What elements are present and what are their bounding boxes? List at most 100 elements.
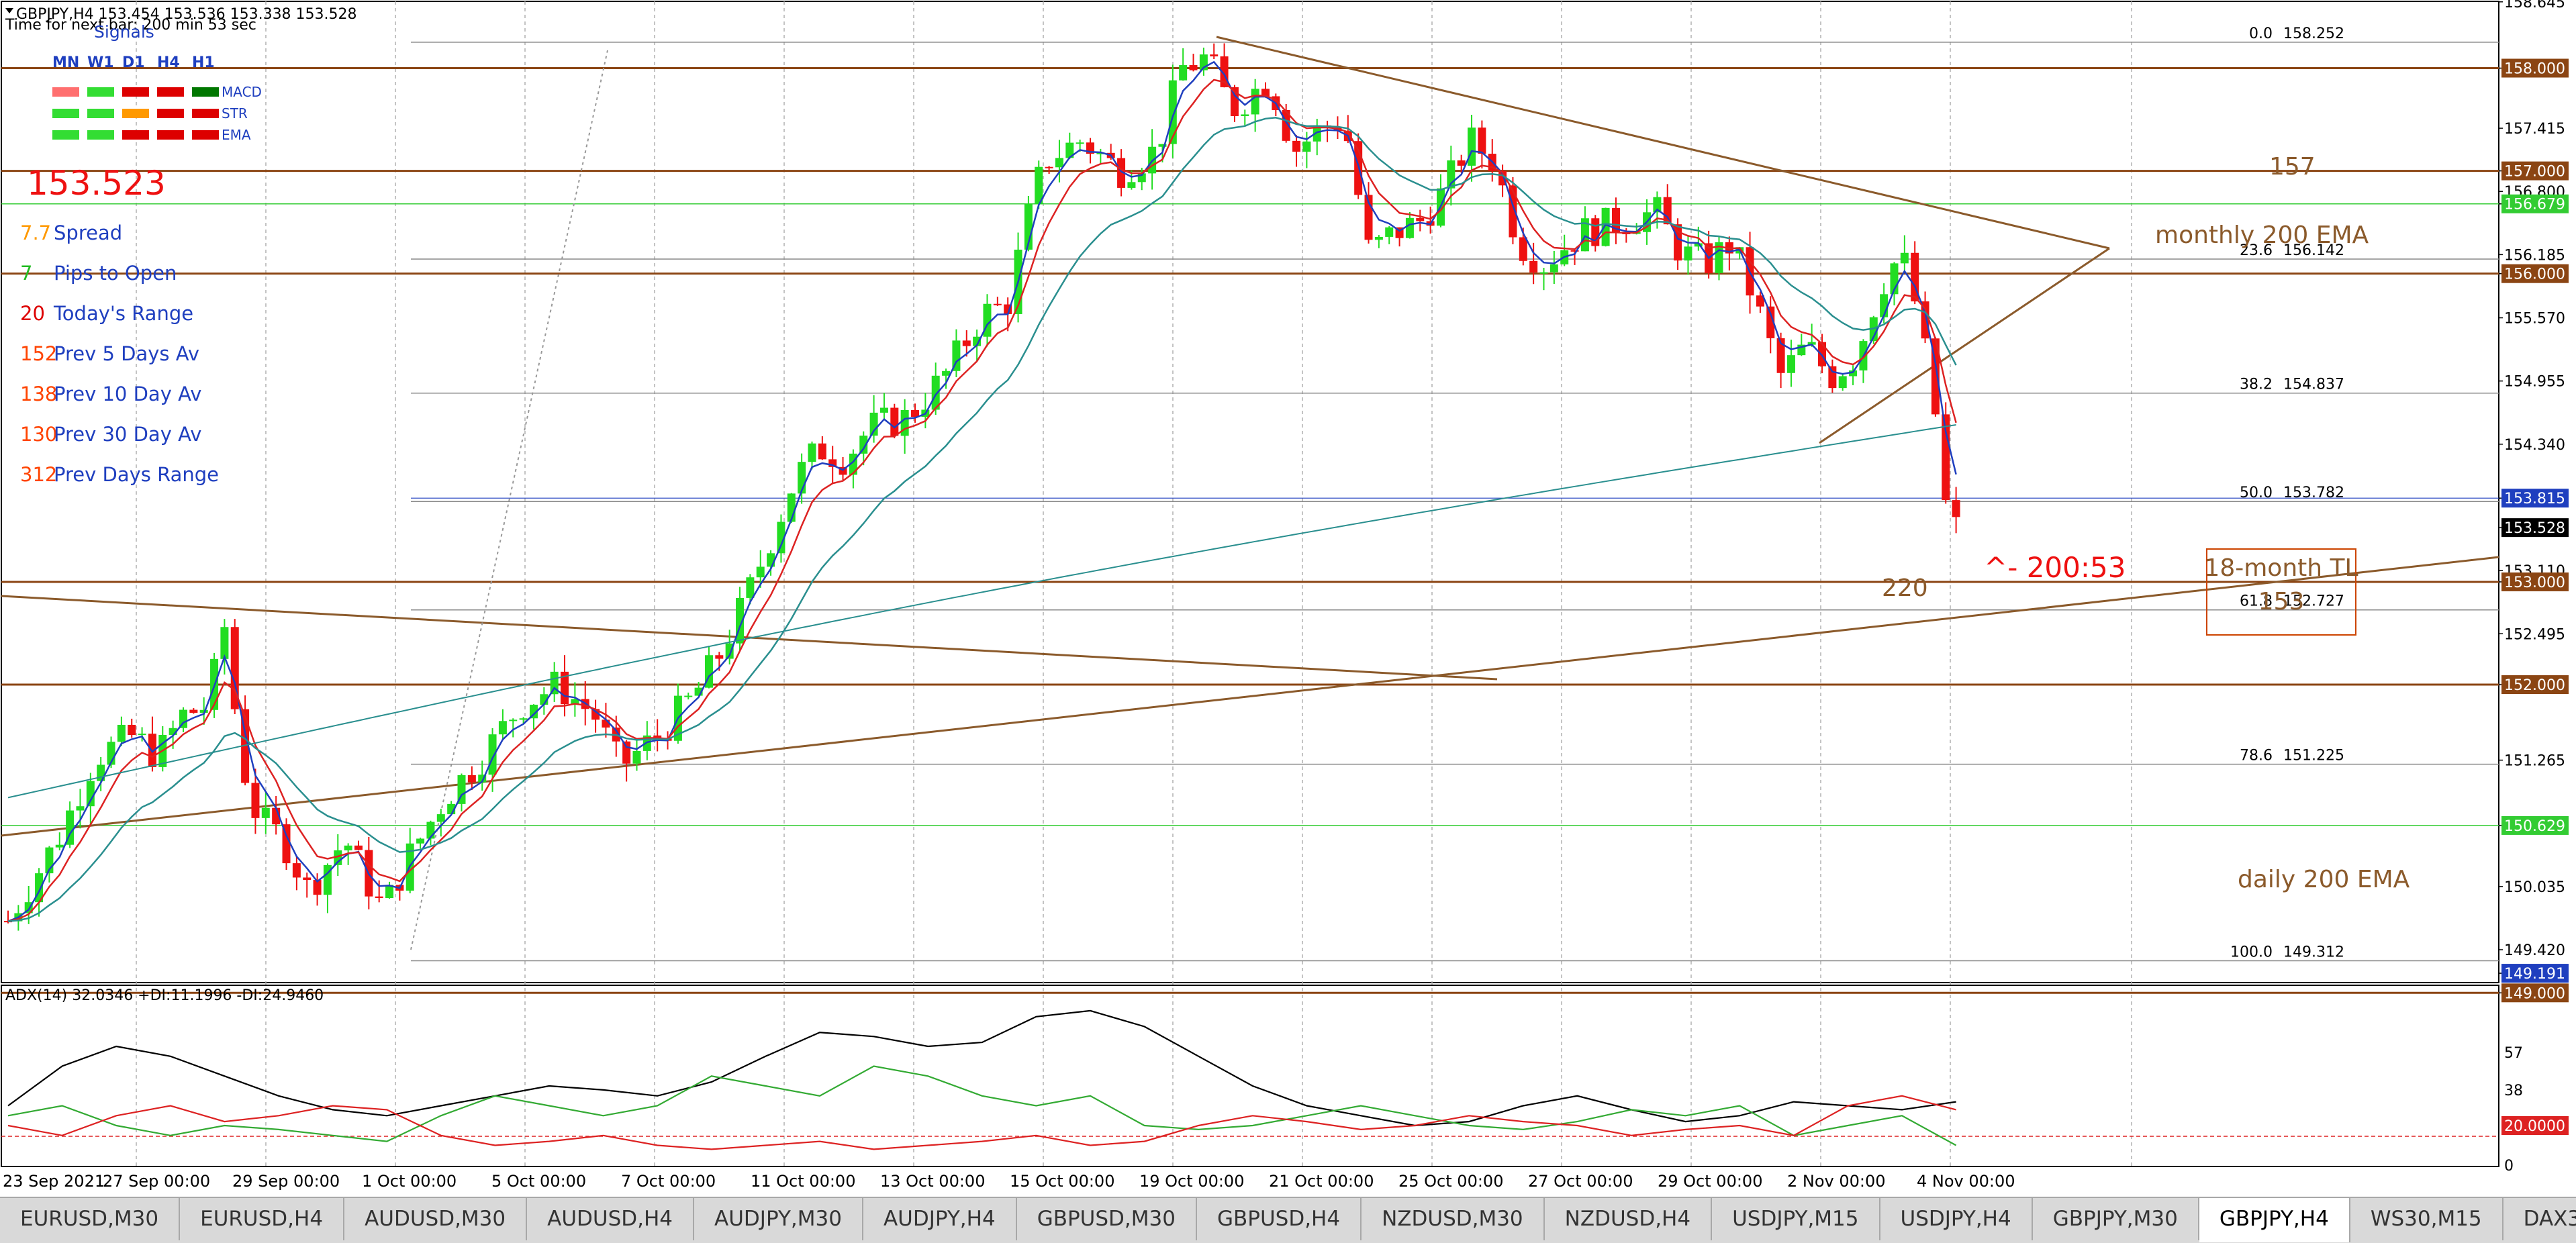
candle-body <box>777 521 785 554</box>
candle-body <box>344 845 352 851</box>
horizontal-levels <box>1 67 2499 994</box>
price-tag-label: 149.191 <box>2504 966 2565 983</box>
chart-tab[interactable]: GBPUSD,H4 <box>1197 1198 1362 1240</box>
price-tag-box <box>2501 518 2569 538</box>
candle-body <box>1786 355 1795 373</box>
candle-body <box>66 810 75 845</box>
candle-body <box>571 699 579 705</box>
chart-tab[interactable]: WS30,M15 <box>2350 1198 2503 1240</box>
candle-body <box>1601 207 1610 246</box>
chart-header: GBPJPY,H4 153.454 153.536 153.338 153.52… <box>5 6 357 34</box>
candle-body <box>1261 89 1270 97</box>
candle-body <box>1035 166 1043 205</box>
candle-body <box>128 724 136 736</box>
candle-body <box>1818 342 1827 366</box>
fib-ratio-label: 0.0 <box>2249 26 2273 42</box>
adx-series-di <box>7 1095 1956 1150</box>
candle-body <box>1674 224 1682 261</box>
price-tag-box <box>2501 964 2569 983</box>
stat-value: 138 <box>20 383 57 405</box>
tl-label: 18-month TL <box>2204 554 2358 582</box>
chart-tab[interactable]: AUDUSD,H4 <box>527 1198 695 1240</box>
fib-price-label: 152.727 <box>2283 593 2344 610</box>
candle-body <box>1519 237 1527 261</box>
price-tag-label: 156.000 <box>2504 266 2565 283</box>
candle-body <box>261 807 270 818</box>
candle-body <box>1838 376 1847 389</box>
candle-body <box>1385 227 1394 237</box>
x-tick-label: 29 Sep 00:00 <box>232 1172 340 1191</box>
price-tag-box <box>2501 983 2569 1003</box>
candle-body <box>1756 295 1764 307</box>
chart-annotations: 157 monthly 200 EMA daily 200 EMA 220 ^-… <box>1882 153 2410 893</box>
stat-label: Prev Days Range <box>54 463 219 486</box>
fib-anchor-line <box>410 50 608 950</box>
stat-value: 7.7 <box>20 221 51 244</box>
candle-body <box>1179 65 1188 81</box>
price-tag-box <box>2501 161 2569 181</box>
candle-body <box>1684 246 1692 261</box>
candle-body <box>1828 366 1837 389</box>
candle-body <box>694 687 703 696</box>
chart-tab[interactable]: AUDJPY,M30 <box>694 1198 863 1240</box>
adx-series-di <box>7 1065 1957 1146</box>
price-tag-label: 158.000 <box>2504 61 2565 78</box>
x-tick-label: 19 Oct 00:00 <box>1139 1172 1244 1191</box>
label-157: 157 <box>2269 153 2316 181</box>
chart-tab[interactable]: NZDUSD,H4 <box>1545 1198 1713 1240</box>
chart-tab[interactable]: GBPJPY,H4 <box>2199 1198 2350 1242</box>
price-chart[interactable]: 0.0 158.252 23.6 156.142 38.2 154.837 50.0 153.… <box>0 0 2576 1197</box>
candle-body <box>1849 370 1858 377</box>
candle-body <box>767 553 775 567</box>
candle-body <box>1539 272 1548 274</box>
price-tag-label: 150.629 <box>2504 818 2565 835</box>
signal-cell <box>52 130 79 140</box>
chart-tab[interactable]: AUDUSD,M30 <box>344 1198 528 1240</box>
candle-body <box>1529 260 1538 273</box>
candle-body <box>1611 207 1620 234</box>
price-tag-label: 153.815 <box>2504 491 2565 507</box>
candle-body <box>138 734 146 736</box>
eighteen-month-trendline <box>1 556 2499 837</box>
x-tick-label: 29 Oct 00:00 <box>1658 1172 1762 1191</box>
candle-body <box>808 443 816 462</box>
candle-body <box>1230 87 1239 116</box>
price-tag-box <box>2501 572 2569 591</box>
candle-body <box>1549 264 1558 272</box>
stat-label: Pips to Open <box>54 262 177 285</box>
candle-body <box>1168 80 1177 144</box>
label-monthly-ema: monthly 200 EMA <box>2155 221 2369 249</box>
candle-body <box>1096 152 1105 154</box>
chart-tab[interactable]: EURUSD,M30 <box>0 1198 181 1240</box>
candle-body <box>117 724 126 742</box>
chart-tab[interactable]: GBPUSD,M30 <box>1017 1198 1197 1240</box>
candle-body <box>519 718 528 720</box>
candle-body <box>973 336 982 346</box>
timer-arrow-label: ^- 200:53 <box>1984 551 2126 584</box>
y-tick-label: 150.035 <box>2504 879 2565 896</box>
fib-ratio-label: 78.6 <box>2240 748 2273 764</box>
stat-value: 20 <box>20 302 45 325</box>
candle-body <box>199 709 208 713</box>
candle-body <box>1076 142 1084 144</box>
candle-body <box>828 459 837 467</box>
ema-mid-line <box>7 117 1957 922</box>
chart-tab[interactable]: NZDUSD,M30 <box>1362 1198 1545 1240</box>
descending-trendline <box>1216 36 2110 250</box>
price-tag-box <box>2501 58 2569 78</box>
chart-tab[interactable]: USDJPY,M15 <box>1712 1198 1880 1240</box>
adx-lines <box>7 1009 1957 1150</box>
chart-tab[interactable]: GBPJPY,M30 <box>2033 1198 2199 1240</box>
chart-tab[interactable]: AUDJPY,H4 <box>863 1198 1017 1240</box>
tl-value: 153 <box>2258 588 2305 615</box>
chart-tab[interactable]: DAX30,M30 <box>2503 1198 2576 1240</box>
rising-wedge-line <box>1819 247 2110 444</box>
adx-y-tick-label: 0 <box>2504 1158 2514 1175</box>
candle-body <box>292 863 301 878</box>
chart-tab[interactable]: EURUSD,H4 <box>180 1198 345 1240</box>
signal-timeframe: W1 <box>87 54 114 71</box>
chart-tab[interactable]: USDJPY,H4 <box>1880 1198 2033 1240</box>
y-tick-label: 149.420 <box>2504 942 2565 959</box>
candle-body <box>859 436 868 454</box>
candle-body <box>1055 158 1063 168</box>
